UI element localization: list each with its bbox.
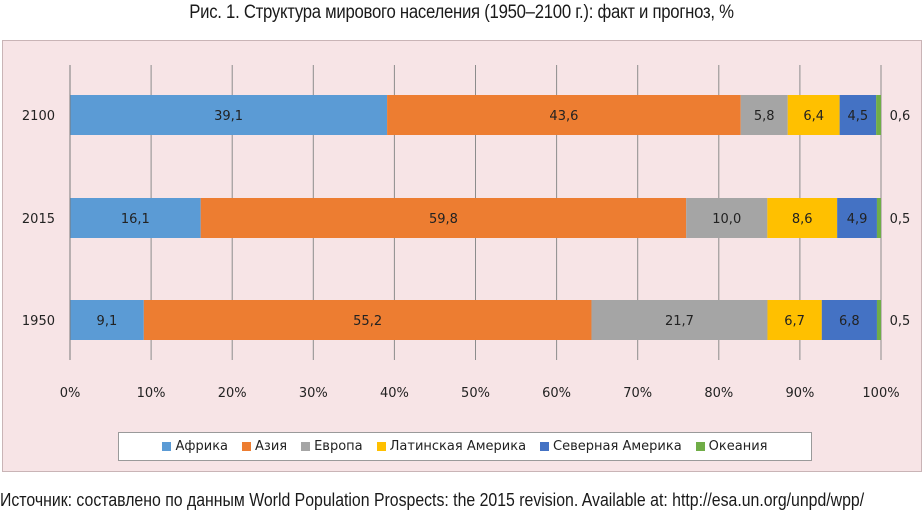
data-label: 6,8 (839, 314, 860, 329)
data-label: 6,7 (784, 314, 805, 329)
legend-swatch (301, 442, 311, 451)
legend-label: Океания (708, 439, 768, 454)
bar-segment (767, 300, 822, 340)
axes: 0% 10% 20% 30% 40% 50% 60% 70% 80% 90% 100% 2100 201… (22, 65, 900, 401)
data-label: 0,6 (890, 109, 911, 124)
legend-label: Европа (314, 439, 363, 454)
bar-segment (70, 300, 144, 340)
chart-title: Рис. 1. Структура мирового населения (19… (189, 2, 734, 23)
legend-swatch (695, 442, 705, 451)
x-tick-label: 10% (137, 386, 166, 401)
legend-swatch (162, 442, 172, 451)
x-tick-label: 40% (380, 386, 409, 401)
data-label: 43,6 (549, 109, 578, 124)
bar-segment (876, 198, 881, 238)
legend-label: Азия (255, 439, 288, 454)
x-tick-label: 50% (461, 386, 490, 401)
data-label: 4,9 (847, 212, 868, 227)
bar-segment (70, 198, 201, 238)
data-label: 55,2 (353, 314, 382, 329)
x-tick-label: 90% (785, 386, 814, 401)
data-label: 0,5 (890, 314, 911, 329)
legend-label: Африка (175, 439, 229, 454)
bar-segment (686, 198, 768, 238)
bar-segment (740, 95, 788, 135)
x-tick-label: 100% (862, 386, 899, 401)
data-label: 59,8 (429, 212, 458, 227)
data-label: 10,0 (712, 212, 741, 227)
bar-segment (143, 300, 592, 340)
legend-label: Латинская Америка (389, 439, 527, 454)
legend-item: Латинская Америка (376, 439, 527, 454)
category-label: 1950 (22, 314, 55, 329)
bar-segment (787, 95, 840, 135)
x-tick-label: 70% (623, 386, 652, 401)
bars (70, 95, 881, 340)
legend-swatch (540, 442, 550, 451)
category-label: 2100 (22, 109, 55, 124)
x-tick-label: 80% (704, 386, 733, 401)
legend-item: Северная Америка (540, 439, 682, 454)
data-labels: 39,1 43,6 5,8 6,4 4,5 0,6 16,1 59,8 10,0 8,6 4,9 0,… (97, 109, 911, 329)
bar-segment (876, 300, 881, 340)
data-label: 5,8 (754, 109, 775, 124)
data-label: 9,1 (97, 314, 118, 329)
bar-segment (839, 95, 877, 135)
legend-item: Африка (162, 439, 228, 454)
data-label: 16,1 (121, 212, 150, 227)
legend-item: Азия (242, 439, 287, 454)
x-tick-label: 20% (218, 386, 247, 401)
legend: Африка Азия Европа Латинская Америка Северна… (118, 432, 812, 461)
data-label: 21,7 (665, 314, 694, 329)
bar-segment (837, 198, 877, 238)
legend-swatch (242, 442, 252, 451)
legend-item: Океания (695, 439, 768, 454)
category-label: 2015 (22, 212, 55, 227)
bar-segment (767, 198, 838, 238)
x-tick-label: 30% (299, 386, 328, 401)
bar-segment (387, 95, 741, 135)
source-note: Источник: составлено по данным World Pop… (0, 490, 865, 510)
data-label: 6,4 (803, 109, 824, 124)
legend-swatch (376, 442, 386, 451)
data-label: 4,5 (848, 109, 869, 124)
data-label: 8,6 (792, 212, 813, 227)
bar-segment (821, 300, 877, 340)
legend-item: Европа (301, 439, 363, 454)
data-label: 0,5 (890, 212, 911, 227)
x-tick-label: 0% (60, 386, 81, 401)
legend-label: Северная Америка (553, 439, 682, 454)
bar-segment (200, 198, 687, 238)
x-tick-label: 60% (542, 386, 571, 401)
bar-segment (876, 95, 881, 135)
bar-segment (591, 300, 768, 340)
data-label: 39,1 (214, 109, 243, 124)
bar-segment (70, 95, 388, 135)
